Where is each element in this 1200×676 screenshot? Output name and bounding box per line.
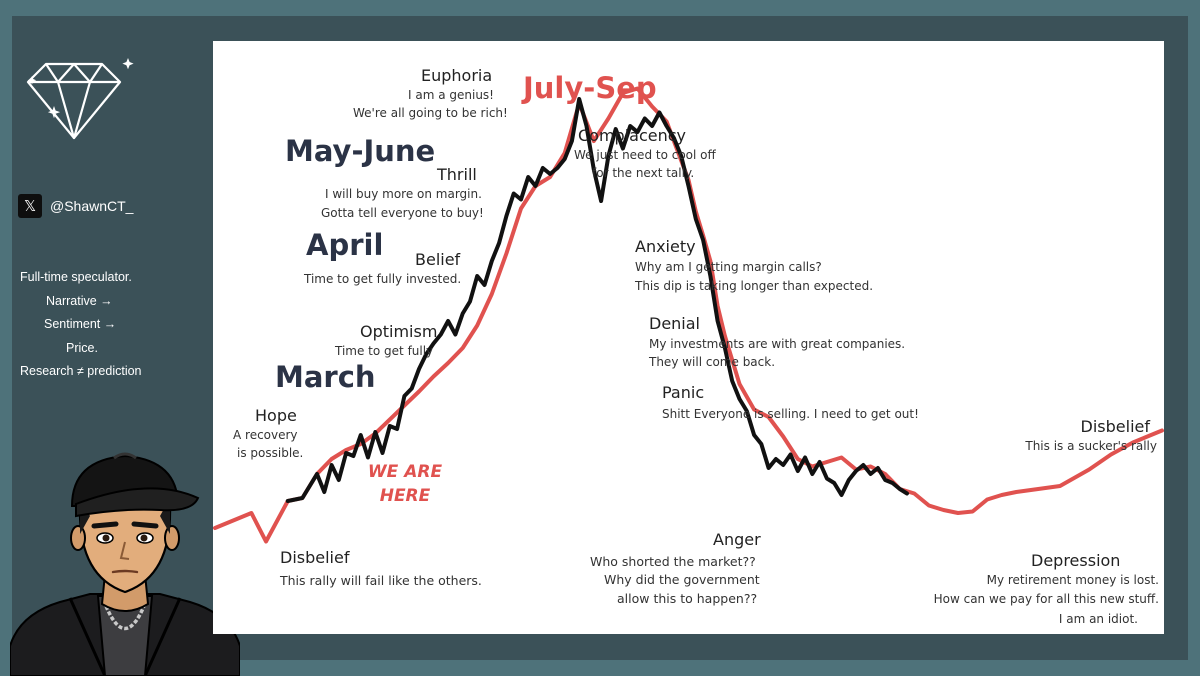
phase-desc: Shitt Everyone is selling. I need to get… — [662, 407, 919, 421]
phase-label-panic: Panic — [662, 383, 704, 402]
phase-desc: A recovery — [233, 428, 298, 442]
phase-label-complacency: Complacency — [578, 126, 686, 145]
phase-desc: We just need to cool off — [574, 148, 717, 162]
sidebar: 𝕏 @ShawnCT_ Full-time speculator. Narrat… — [0, 16, 240, 676]
phase-label-denial: Denial — [649, 314, 700, 333]
phase-desc: We're all going to be rich! — [353, 106, 508, 120]
bio-line: Full-time speculator. — [20, 270, 132, 284]
phase-desc: Why did the government — [604, 572, 760, 587]
series-black-line — [285, 97, 909, 503]
phase-desc: My retirement money is lost. — [987, 573, 1159, 587]
phase-label-optimism: Optimism — [360, 322, 437, 341]
bio-line: Price. — [66, 340, 98, 355]
phase-desc: How can we pay for all this new stuff. — [934, 592, 1159, 606]
phase-label-hope: Hope — [255, 406, 297, 425]
phase-desc: is possible. — [237, 446, 303, 460]
phase-desc: I am an idiot. — [1059, 612, 1138, 626]
phase-desc: They will come back. — [648, 355, 775, 369]
we-are-here-marker: WE ARE — [368, 462, 443, 482]
month-label-july-sep: July-Sep — [521, 71, 657, 105]
phase-desc: I am a genius! — [408, 88, 494, 102]
phase-label-anxiety: Anxiety — [635, 237, 696, 256]
phase-desc: Who shorted the market?? — [590, 554, 756, 569]
phase-desc: My investments are with great companies. — [649, 337, 905, 351]
phase-desc: Why am I getting margin calls? — [635, 260, 822, 274]
phase-desc: for the next tally. — [592, 166, 694, 180]
avatar — [10, 452, 240, 676]
twitter-handle[interactable]: @ShawnCT_ — [50, 198, 134, 214]
x-logo-icon: 𝕏 — [18, 194, 42, 218]
chart-panel: Disbelief This rally will fail like the … — [213, 41, 1164, 634]
bio-line: Sentiment → — [44, 317, 117, 331]
month-label-march: March — [275, 360, 376, 394]
bio-line: Research ≠ prediction — [20, 364, 142, 378]
market-cycle-chart: Disbelief This rally will fail like the … — [213, 66, 1164, 626]
phase-label-anger: Anger — [713, 530, 761, 549]
month-label-april: April — [306, 228, 383, 262]
month-label-may-june: May-June — [285, 134, 435, 168]
phase-desc: Time to get fully invested. — [303, 272, 461, 286]
phase-desc: This dip is taking longer than expected. — [634, 279, 873, 293]
phase-label-thrill: Thrill — [436, 165, 477, 184]
phase-desc: I will buy more on margin. — [325, 187, 482, 201]
phase-desc: This rally will fail like the others. — [279, 573, 482, 588]
bio-line: Narrative → — [46, 293, 113, 308]
phase-label-euphoria: Euphoria — [421, 66, 492, 85]
phase-label-depression: Depression — [1031, 551, 1120, 570]
phase-desc: This is a sucker's rally — [1024, 439, 1157, 453]
phase-label-disbelief: Disbelief — [280, 548, 350, 567]
phase-desc: allow this to happen?? — [617, 591, 757, 606]
diamond-logo-icon — [26, 58, 134, 140]
phase-label-disbelief-right: Disbelief — [1081, 417, 1151, 436]
handle-row[interactable]: 𝕏 @ShawnCT_ — [18, 194, 133, 218]
phase-desc: Gotta tell everyone to buy! — [321, 206, 484, 220]
we-are-here-marker: HERE — [380, 486, 431, 506]
phase-desc: Time to get fully — [334, 344, 433, 358]
phase-label-belief: Belief — [415, 250, 461, 269]
bio: Full-time speculator. Narrative → Sentim… — [14, 266, 204, 384]
